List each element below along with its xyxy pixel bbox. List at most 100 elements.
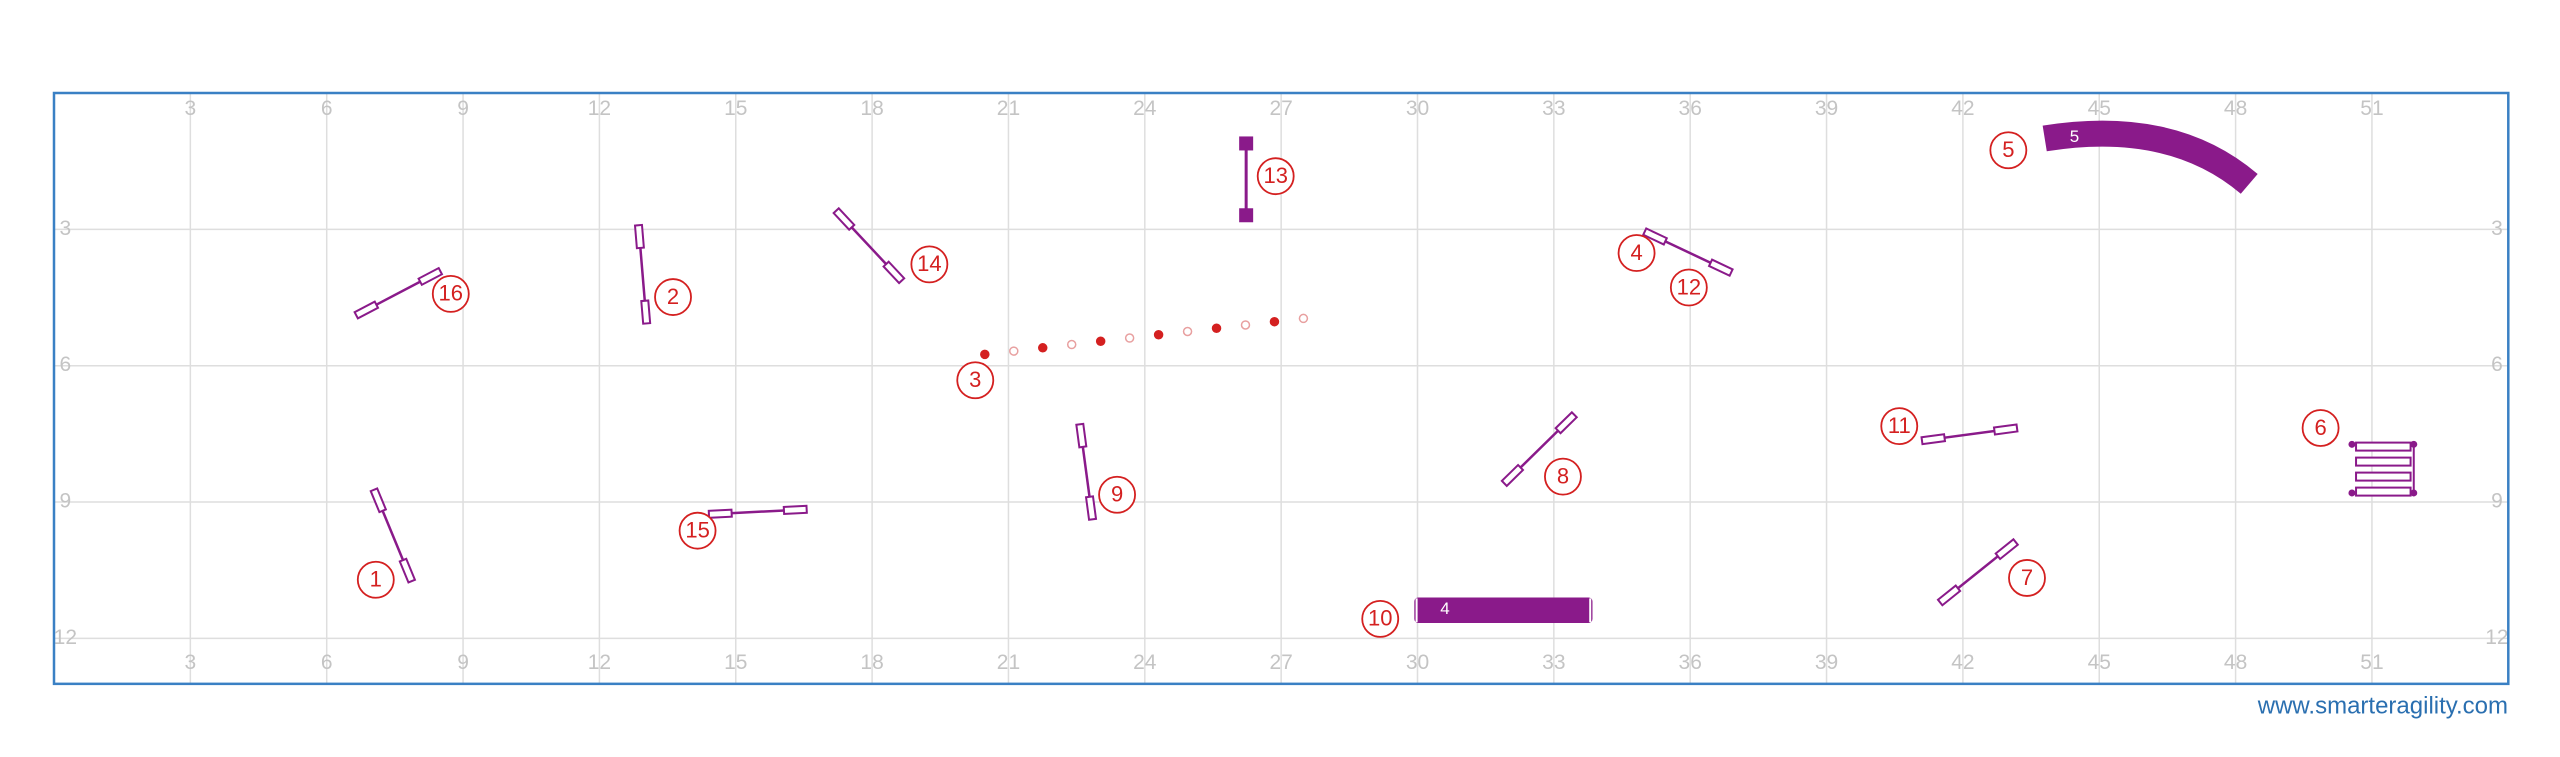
y-label: 3 (60, 217, 72, 240)
tunnel-label: 4 (1440, 599, 1449, 618)
x-label: 45 (2088, 97, 2111, 120)
obstacle-number: 2 (667, 284, 679, 309)
panel-end (1239, 208, 1254, 223)
watermark: www.smarteragility.com (2257, 692, 2508, 719)
jump (369, 487, 417, 584)
x-label: 42 (1951, 651, 1974, 674)
jump-wing (417, 266, 444, 287)
jump (1920, 423, 2019, 446)
x-label: 33 (1542, 651, 1565, 674)
y-label: 9 (60, 490, 72, 513)
tunnel (2042, 120, 2258, 194)
number-circle (956, 361, 995, 400)
jump (353, 266, 444, 320)
weave-pole (1066, 339, 1077, 350)
obstacle-number: 14 (917, 251, 941, 276)
number-circle (1989, 131, 2028, 170)
jump-wing (1936, 584, 1962, 607)
jump-wing (1554, 410, 1579, 435)
jump (707, 504, 808, 519)
obstacle-number: 11 (1888, 413, 1911, 438)
jump-wing (882, 260, 906, 285)
weave-pole (1009, 346, 1019, 356)
obstacle-number: 7 (2021, 565, 2033, 590)
tunnel-label: 5 (2070, 127, 2079, 146)
weave-pole (1124, 333, 1135, 343)
x-label: 3 (185, 651, 197, 674)
weave-pole (1211, 323, 1222, 333)
x-label: 9 (457, 651, 469, 674)
x-label: 12 (588, 651, 611, 674)
x-label: 48 (2224, 651, 2247, 674)
y-label: 12 (54, 626, 77, 649)
x-label: 51 (2360, 651, 2383, 674)
corner-pole (2348, 489, 2356, 497)
number-circle (1361, 599, 1400, 638)
jump (1500, 410, 1579, 488)
y-label: 6 (2491, 353, 2503, 376)
y-label: 6 (60, 353, 72, 376)
x-label: 21 (997, 651, 1020, 674)
y-label: 3 (2491, 217, 2503, 240)
number-circle (1617, 234, 1656, 272)
jump-wing (1992, 423, 2019, 436)
x-label: 48 (2224, 97, 2247, 120)
weave-pole (1269, 316, 1280, 327)
jump-wing (369, 487, 388, 514)
obstacle-number: 13 (1263, 163, 1287, 188)
x-label: 24 (1133, 97, 1157, 120)
x-label: 30 (1406, 97, 1429, 120)
weave-pole (980, 349, 990, 360)
long-jump-board (2355, 471, 2412, 482)
number-circle (431, 274, 470, 313)
weave-pole (1095, 336, 1106, 347)
x-label: 33 (1542, 97, 1565, 120)
obstacle-number: 5 (2002, 137, 2014, 162)
x-label: 39 (1815, 97, 1838, 120)
obstacle-number: 3 (969, 367, 981, 392)
tunnel (1414, 597, 1593, 623)
obstacle-number: 1 (370, 567, 382, 592)
jump (633, 223, 652, 325)
x-label: 9 (457, 97, 469, 120)
jump-wing (1500, 463, 1525, 488)
obstacle-number: 10 (1368, 606, 1392, 631)
jump-wing (1075, 422, 1088, 449)
obstacle-number: 16 (439, 281, 463, 306)
x-label: 12 (588, 97, 611, 120)
jump-wing (707, 508, 733, 519)
jump-wing (640, 299, 652, 325)
jump-wing (398, 557, 417, 584)
y-label: 12 (2485, 626, 2508, 649)
weave-pole (1182, 326, 1193, 337)
field-border (52, 91, 2510, 686)
number-circle (356, 560, 395, 599)
obstacle-number: 4 (1630, 240, 1642, 265)
jump-wing (1641, 227, 1669, 246)
x-label: 36 (1679, 97, 1702, 120)
number-circle (1256, 157, 1295, 196)
jump-wing (782, 504, 808, 516)
number-circle (2301, 409, 2340, 447)
obstacle-number: 15 (685, 517, 709, 542)
long-jump-board (2355, 456, 2412, 467)
x-label: 18 (860, 97, 883, 120)
x-label: 24 (1133, 651, 1157, 674)
x-label: 18 (860, 651, 883, 674)
jump-wing (1084, 495, 1098, 521)
corner-pole (2348, 440, 2356, 448)
panel-end (1239, 136, 1254, 151)
x-label: 51 (2360, 97, 2383, 120)
jump-wing (1920, 433, 1947, 446)
x-label: 39 (1815, 651, 1838, 674)
x-label: 27 (1269, 651, 1292, 674)
jump-wing (1994, 537, 2020, 561)
x-label: 6 (321, 651, 333, 674)
x-label: 15 (724, 651, 747, 674)
x-label: 6 (321, 97, 333, 120)
number-circle (654, 278, 692, 316)
x-label: 21 (997, 97, 1020, 120)
number-circle (1544, 457, 1582, 496)
long-jump-board (2355, 486, 2412, 497)
